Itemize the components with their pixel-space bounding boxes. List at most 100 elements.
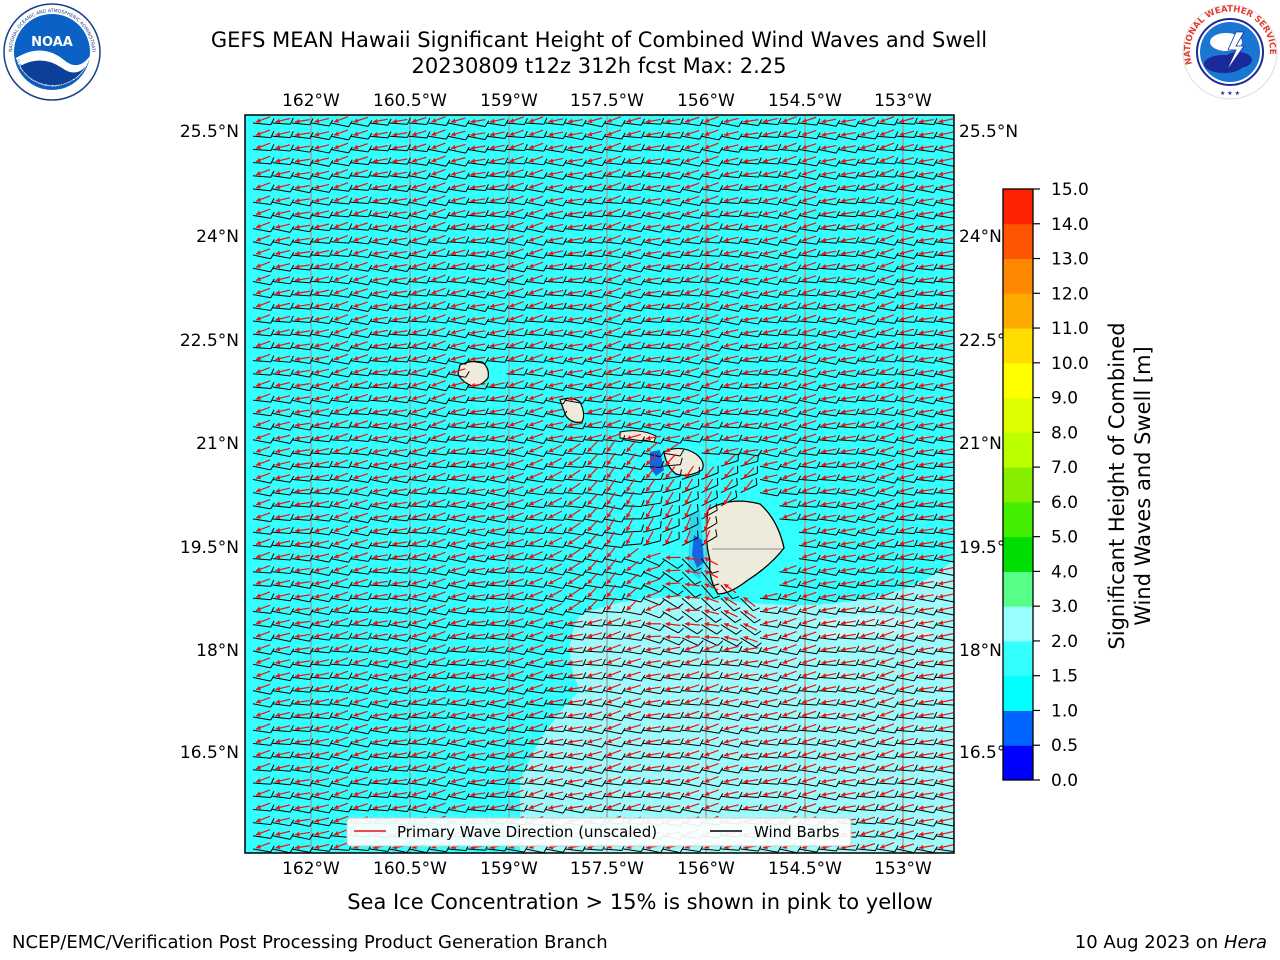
wind-barb xyxy=(584,184,606,192)
lon-label-top: 156°W xyxy=(677,91,735,111)
wind-barb xyxy=(564,119,587,127)
wind-barb xyxy=(681,249,704,258)
lon-label-bottom: 153°W xyxy=(874,859,932,879)
wind-barb xyxy=(350,170,372,178)
wind-barb xyxy=(428,173,451,181)
wind-barb xyxy=(408,131,431,139)
wind-barb xyxy=(564,262,587,270)
wind-barb xyxy=(642,157,665,165)
wind-barb xyxy=(837,171,860,179)
wind-barb xyxy=(389,117,411,125)
colorbar-tick-label: 12.0 xyxy=(1051,284,1089,304)
wind-barb xyxy=(506,130,528,139)
wind-barb xyxy=(291,238,314,245)
wind-barb xyxy=(291,263,314,271)
colorbar-swatch xyxy=(1003,362,1033,399)
wind-barb xyxy=(759,170,782,178)
wind-barb xyxy=(506,170,528,178)
nws-logo: NATIONAL WEATHER SERVICE ★ ★ ★ xyxy=(1182,4,1278,100)
wind-barb xyxy=(272,158,294,166)
wind-barb xyxy=(291,118,314,126)
wind-barb xyxy=(506,118,528,126)
wind-barb xyxy=(252,118,275,126)
lon-labels-top: 162°W 160.5°W 159°W 157.5°W 156°W 154.5°W 153°… xyxy=(282,91,932,111)
colorbar-tick-label: 6.0 xyxy=(1051,493,1078,513)
wind-barb xyxy=(603,210,626,218)
wind-barb xyxy=(389,226,412,233)
wind-barb xyxy=(584,120,607,128)
wind-barb xyxy=(798,250,821,258)
lat-labels-left: 25.5°N 24°N 22.5°N 21°N 19.5°N 18°N 16.5°N xyxy=(180,122,239,763)
wind-barb xyxy=(720,236,743,245)
wind-barb xyxy=(330,172,353,180)
wind-barb xyxy=(759,118,782,126)
wind-barb xyxy=(486,210,509,218)
wind-barb xyxy=(467,171,489,179)
sea-ice-caption: Sea Ice Concentration > 15% is shown in … xyxy=(347,890,933,914)
colorbar-swatch xyxy=(1003,293,1033,329)
wind-barb xyxy=(350,158,372,166)
wind-barb xyxy=(408,145,431,153)
wind-barb xyxy=(701,197,723,205)
wind-barb xyxy=(252,144,275,152)
wind-barb xyxy=(545,250,567,258)
wind-barb xyxy=(720,145,743,153)
wind-barb xyxy=(311,236,333,244)
colorbar-ticks: 0.0 0.5 1.0 1.5 2.0 3.0 4.0 5.0 6.0 7.0 8.0 9.0 10.0… xyxy=(1033,180,1089,791)
wind-barb xyxy=(857,237,880,245)
wind-barb xyxy=(701,172,724,180)
wind-barb xyxy=(467,250,489,258)
wind-barb xyxy=(837,197,860,205)
wind-barb xyxy=(896,130,918,138)
colorbar-tick-label: 14.0 xyxy=(1051,215,1089,235)
wind-barb xyxy=(779,131,801,139)
wind-barb xyxy=(330,249,353,258)
colorbar-swatch xyxy=(1003,606,1033,642)
wind-barb xyxy=(447,236,470,244)
wind-barb xyxy=(759,144,782,152)
wind-barb xyxy=(291,225,314,233)
wind-barb xyxy=(896,212,919,220)
colorbar-swatch xyxy=(1003,710,1033,746)
colorbar-tick-label: 0.5 xyxy=(1051,736,1078,756)
wind-barb xyxy=(564,223,587,231)
wind-barb xyxy=(837,120,860,128)
wind-barb xyxy=(720,171,743,179)
wind-barb xyxy=(369,265,392,273)
wind-barb xyxy=(584,236,606,244)
wind-barb xyxy=(876,170,899,178)
wind-barb xyxy=(584,223,606,231)
lat-label-left: 22.5°N xyxy=(180,331,239,351)
wind-barb xyxy=(369,225,392,232)
colorbar-tick-label: 7.0 xyxy=(1051,458,1078,478)
colorbar-swatch xyxy=(1003,571,1033,607)
wind-barb xyxy=(545,237,568,245)
wind-barb xyxy=(389,198,412,206)
wind-barb xyxy=(408,225,431,233)
wind-barb xyxy=(681,186,704,194)
wind-barb xyxy=(759,198,782,206)
lat-label-right: 21°N xyxy=(959,434,1002,454)
wind-barb xyxy=(662,145,685,153)
wind-barb xyxy=(876,197,899,205)
wind-barb xyxy=(330,263,353,271)
wind-barb xyxy=(623,157,645,165)
wind-barb xyxy=(369,183,392,191)
wind-barb xyxy=(701,133,724,141)
wind-barb xyxy=(681,237,704,245)
wind-barb xyxy=(584,197,606,205)
colorbar-label-line1: Significant Height of Combined xyxy=(1105,322,1129,649)
wind-barb xyxy=(252,211,275,219)
lat-label-left: 25.5°N xyxy=(180,122,239,142)
wind-barb xyxy=(662,117,684,126)
wind-barb xyxy=(623,184,645,192)
wind-barb xyxy=(291,186,314,194)
wind-barb xyxy=(330,210,353,218)
wind-barb xyxy=(642,185,665,193)
wind-barb xyxy=(623,197,645,205)
wind-barb xyxy=(798,225,821,232)
wind-barb xyxy=(798,199,821,207)
wind-barb xyxy=(350,132,373,140)
wind-barb xyxy=(350,145,373,153)
wind-barb xyxy=(584,171,607,179)
